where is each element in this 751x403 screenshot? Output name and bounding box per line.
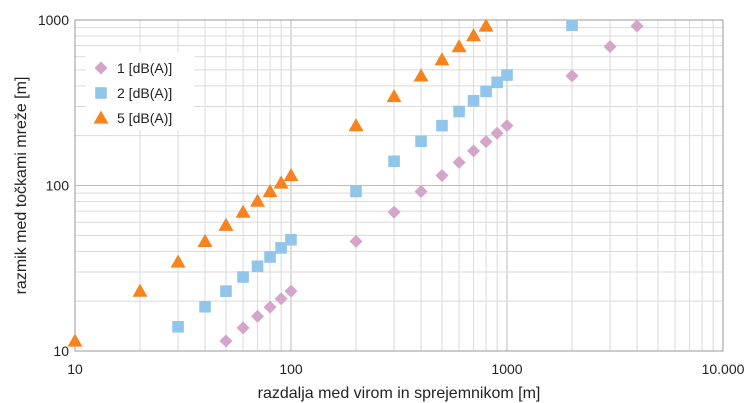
- x-tick-label: 10: [67, 361, 83, 377]
- data-point-square: [436, 120, 448, 132]
- legend-marker-square: [95, 87, 107, 99]
- legend: 1 [dB(A)] 2 [dB(A)] 5 [dB(A)]: [86, 52, 194, 130]
- data-point-square: [350, 186, 362, 198]
- data-point-square: [566, 19, 578, 31]
- data-point-square: [491, 77, 503, 89]
- data-point-square: [468, 95, 480, 107]
- y-tick-label: 1000: [38, 12, 69, 28]
- legend-label: 1 [dB(A)]: [117, 60, 172, 76]
- data-point-square: [388, 156, 400, 168]
- data-point-square: [501, 69, 513, 81]
- legend-label: 2 [dB(A)]: [117, 85, 172, 101]
- data-point-square: [220, 285, 232, 297]
- data-point-square: [252, 260, 264, 272]
- y-tick-label: 10: [53, 343, 69, 359]
- data-point-square: [264, 251, 276, 263]
- data-point-square: [172, 321, 184, 333]
- data-point-square: [199, 301, 211, 313]
- legend-label: 5 [dB(A)]: [117, 110, 172, 126]
- x-axis-label: razdalja med virom in sprejemnikom [m]: [258, 385, 541, 402]
- data-point-square: [480, 86, 492, 98]
- data-point-square: [237, 271, 249, 283]
- x-tick-label: 10.000: [702, 361, 745, 377]
- y-axis-label: razmik med točkami mreže [m]: [13, 77, 30, 295]
- data-point-square: [415, 135, 427, 147]
- x-tick-label: 100: [279, 361, 303, 377]
- x-tick-label: 1000: [491, 361, 522, 377]
- y-tick-label: 100: [46, 178, 70, 194]
- data-point-square: [453, 106, 465, 118]
- data-point-square: [275, 242, 287, 254]
- data-point-square: [285, 234, 297, 246]
